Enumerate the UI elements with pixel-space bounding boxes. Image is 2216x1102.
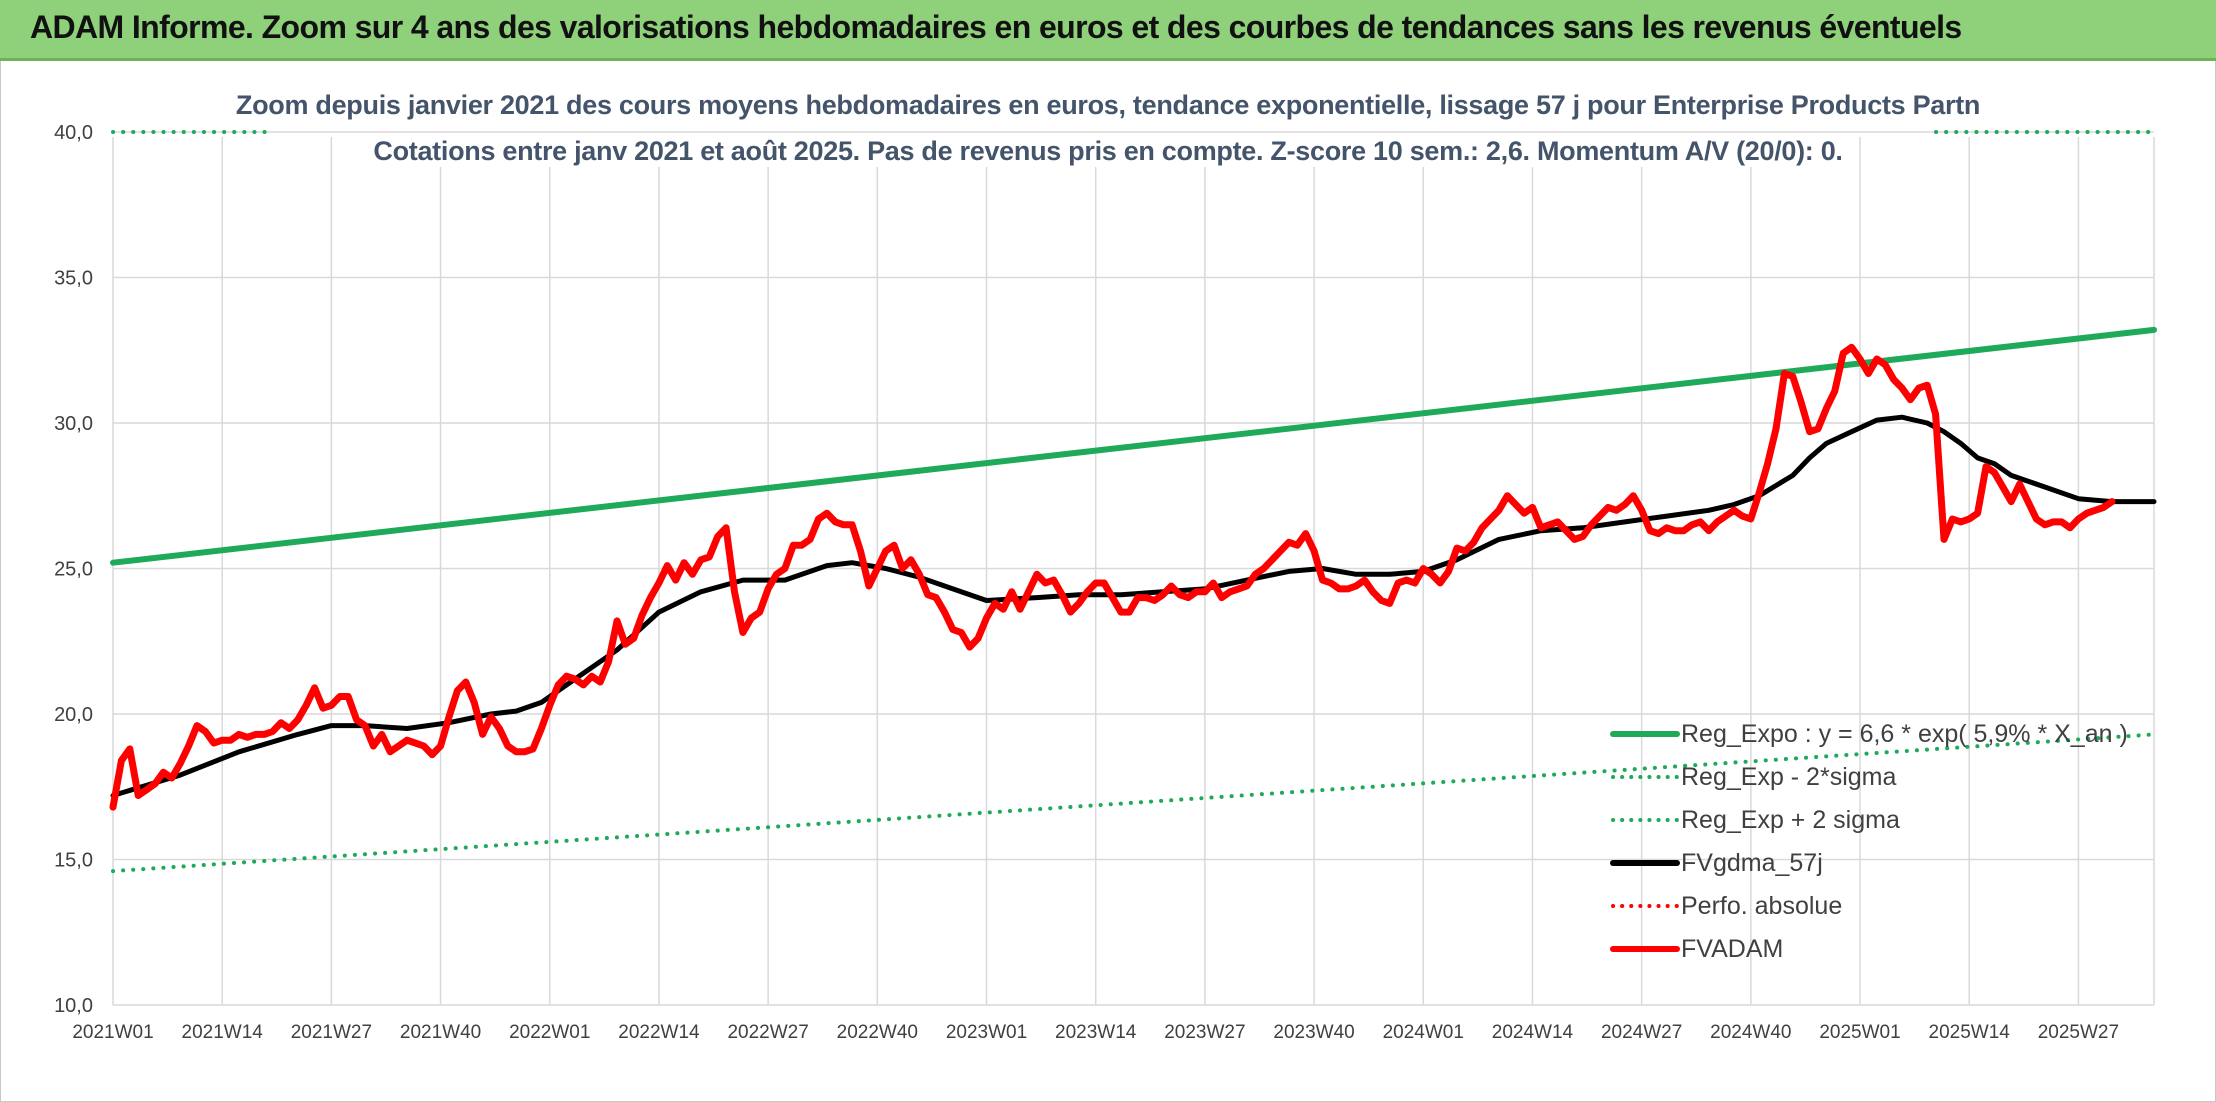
x-tick-label: 2025W01 bbox=[1819, 1022, 1900, 1043]
x-tick-label: 2023W14 bbox=[1055, 1022, 1137, 1043]
legend-swatch bbox=[1609, 723, 1681, 745]
legend-label: Reg_Exp - 2*sigma bbox=[1681, 766, 1896, 788]
x-tick-label: 2022W01 bbox=[509, 1022, 590, 1043]
gridlines bbox=[113, 132, 2154, 1005]
y-tick-label: 40,0 bbox=[54, 122, 93, 144]
x-tick-label: 2024W14 bbox=[1492, 1022, 1574, 1043]
x-tick-label: 2022W27 bbox=[727, 1022, 808, 1043]
x-tick-label: 2024W01 bbox=[1383, 1022, 1464, 1043]
x-tick-label: 2021W14 bbox=[182, 1022, 264, 1043]
x-tick-label: 2025W14 bbox=[1929, 1022, 2011, 1043]
legend-swatch bbox=[1609, 766, 1681, 788]
legend-swatch bbox=[1609, 895, 1681, 917]
y-tick-label: 30,0 bbox=[54, 413, 93, 435]
chart-title: Zoom depuis janvier 2021 des cours moyen… bbox=[226, 90, 1990, 121]
y-tick-label: 25,0 bbox=[54, 559, 93, 581]
x-tick-label: 2023W27 bbox=[1164, 1022, 1245, 1043]
x-tick-label: 2021W01 bbox=[72, 1022, 153, 1043]
y-tick-label: 35,0 bbox=[54, 268, 93, 290]
x-tick-label: 2021W27 bbox=[291, 1022, 372, 1043]
legend-label: Reg_Exp + 2 sigma bbox=[1681, 809, 1900, 831]
series-reg-expo-line bbox=[113, 330, 2154, 563]
chart-subtitle: Cotations entre janv 2021 et août 2025. … bbox=[363, 136, 1852, 167]
series-reg-exp-line bbox=[113, 734, 2154, 871]
y-axis-ticks: 10,0 15,0 20,0 25,0 30,0 35,0 40,0 bbox=[54, 122, 93, 1017]
y-tick-label: 20,0 bbox=[54, 704, 93, 726]
legend-swatch bbox=[1609, 938, 1681, 960]
legend-swatch bbox=[1609, 809, 1681, 831]
y-tick-label: 15,0 bbox=[54, 850, 93, 872]
legend-swatch bbox=[1609, 852, 1681, 874]
legend-label: FVADAM bbox=[1681, 938, 1783, 960]
legend-label: Reg_Expo : y = 6,6 * exp( 5,9% * X_an ) bbox=[1681, 723, 2128, 745]
x-tick-label: 2022W14 bbox=[618, 1022, 700, 1043]
x-tick-label: 2021W40 bbox=[400, 1022, 481, 1043]
y-tick-label: 10,0 bbox=[54, 995, 93, 1017]
x-tick-label: 2023W40 bbox=[1273, 1022, 1354, 1043]
x-axis-ticks: 2021W01 2021W14 2021W27 2021W40 2022W01 2022W… bbox=[72, 1022, 2119, 1043]
x-tick-label: 2023W01 bbox=[946, 1022, 1027, 1043]
x-tick-label: 2024W27 bbox=[1601, 1022, 1682, 1043]
x-tick-label: 2025W27 bbox=[2038, 1022, 2119, 1043]
x-tick-label: 2024W40 bbox=[1710, 1022, 1791, 1043]
x-tick-label: 2022W40 bbox=[837, 1022, 918, 1043]
legend-label: Perfo. absolue bbox=[1681, 895, 1842, 917]
legend-label: FVgdma_57j bbox=[1681, 852, 1823, 874]
